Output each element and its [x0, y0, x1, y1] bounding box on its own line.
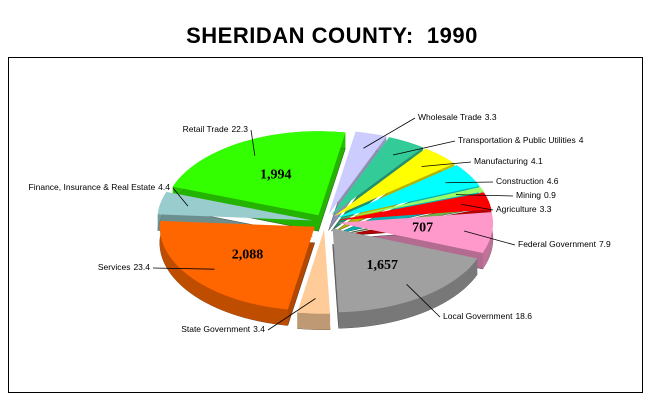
slice-label: Local Government 18.6	[443, 311, 532, 321]
category-name: Construction	[496, 176, 544, 186]
category-name: Federal Government	[518, 239, 597, 249]
slice-value: 7.9	[599, 239, 611, 249]
pie-slice	[333, 148, 455, 217]
plot-frame	[8, 57, 643, 393]
leader-line	[461, 203, 494, 211]
leader-line	[250, 129, 256, 156]
leader-line	[363, 117, 416, 149]
pie-slice	[336, 165, 480, 219]
slice-label: Construction 4.6	[496, 176, 559, 186]
pie-slice	[337, 192, 492, 221]
slice-label: Manufacturing 4.1	[474, 156, 543, 166]
leader-line	[392, 140, 456, 156]
chart-title: SHERIDAN COUNTY: 1990	[186, 23, 478, 48]
slice-value: 3.3	[540, 204, 552, 214]
category-name: Wholesale Trade	[418, 112, 482, 122]
pie-slice	[328, 131, 387, 215]
slice-label: Agriculture 3.3	[496, 204, 552, 214]
leader-line	[455, 194, 514, 197]
pie-slice	[332, 228, 478, 313]
slice-value: 22.3	[231, 124, 248, 134]
slice-label: Retail Trade 22.3	[183, 124, 249, 134]
slice-value: 4	[579, 135, 584, 145]
category-name: Services	[98, 262, 131, 272]
leader-line	[152, 267, 215, 270]
slice-side	[159, 220, 288, 326]
pie-slice	[159, 220, 315, 310]
leader-line	[421, 161, 472, 167]
employment-label: 1,657	[366, 258, 398, 273]
category-name: Agriculture	[496, 204, 537, 214]
employment-label: 1,994	[260, 167, 292, 182]
leader-line	[464, 230, 516, 246]
employment-label: 2,088	[232, 247, 264, 262]
category-name: Retail Trade	[183, 124, 229, 134]
pie-slice	[297, 229, 331, 314]
leader-line	[267, 298, 316, 331]
slice-value: 4.4	[158, 182, 170, 192]
slice-value: 18.6	[515, 311, 532, 321]
slice-label: Federal Government 7.9	[518, 239, 611, 249]
category-name: Mining	[516, 190, 541, 200]
slice-label: Wholesale Trade 3.3	[418, 112, 497, 122]
slice-side	[482, 212, 493, 269]
pie-slice	[337, 212, 493, 253]
pie-slice	[331, 137, 423, 216]
slice-label: Finance, Insurance & Real Estate 4.4	[29, 182, 171, 192]
slice-label: State Government 3.4	[181, 324, 265, 334]
slice-side	[338, 258, 478, 329]
slice-value: 0.9	[544, 190, 556, 200]
category-name: Transportation & Public Utilities	[458, 135, 576, 145]
category-name: Manufacturing	[474, 156, 528, 166]
slice-value: 4.1	[531, 156, 543, 166]
category-name: Local Government	[443, 311, 513, 321]
pie-slice	[172, 131, 346, 216]
category-name: Finance, Insurance & Real Estate	[29, 182, 156, 192]
pie-slice	[157, 191, 313, 221]
leader-line	[445, 181, 494, 184]
slice-value: 3.3	[485, 112, 497, 122]
leader-line	[406, 284, 441, 318]
category-name: State Government	[181, 324, 251, 334]
slice-label: Mining 0.9	[516, 190, 556, 200]
slice-label: Transportation & Public Utilities 4	[458, 135, 584, 145]
slice-value: 3.4	[253, 324, 265, 334]
employment-label: 707	[412, 221, 433, 236]
slice-label: Services 23.4	[98, 262, 150, 272]
slice-value: 4.6	[547, 176, 559, 186]
pie-slice	[337, 187, 484, 220]
leader-line	[172, 187, 189, 207]
slice-value: 23.4	[133, 262, 150, 272]
slice-side	[297, 312, 331, 330]
